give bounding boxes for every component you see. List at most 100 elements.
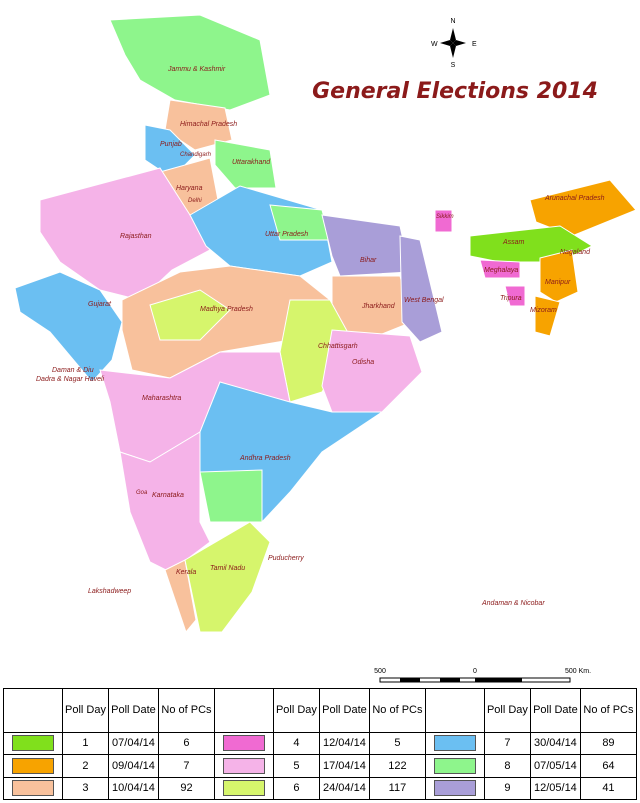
pc-count: 92 [157,776,215,801]
swatch-cell [424,731,485,756]
region [164,99,233,151]
region [214,139,277,189]
color-swatch [433,757,476,774]
state-label: Jharkhand [361,303,396,310]
state-label: Uttar Pradesh [265,231,308,238]
column-header: Poll Day [272,688,320,733]
color-swatch [433,780,476,797]
poll-day: 9 [483,776,531,801]
region [199,469,263,523]
color-swatch [433,735,476,752]
region [149,289,231,341]
state-label: Lakshadweep [88,588,131,595]
pc-count: 89 [579,731,638,756]
pc-count: 117 [368,776,426,801]
state-label: Chandigarh [180,152,212,158]
color-swatch [12,735,54,752]
column-header: Poll Day [62,688,109,733]
poll-day: 7 [483,731,531,756]
region [119,431,211,573]
region [184,521,271,633]
state-label: Andaman & Nicobar [481,600,545,607]
compass-needle [453,40,466,46]
poll-date: 24/04/14 [318,776,370,801]
region [109,14,271,111]
poll-date: 12/04/14 [318,731,370,756]
state-label: Tripura [500,295,522,302]
region [399,235,443,343]
legend-row: 3 10/04/14 92 6 24/04/14 117 9 12/05/14 41 [3,776,638,801]
legend-row: 2 09/04/14 7 5 17/04/14 122 8 07/05/14 64 [3,754,638,778]
state-label: Haryana [176,185,203,192]
compass-label: N [450,18,455,25]
state-label: Nagaland [560,249,591,256]
swatch-cell [424,776,485,801]
poll-day: 6 [272,776,320,801]
scale-bar-segment [475,678,522,682]
region [321,214,411,277]
poll-day: 4 [272,731,320,756]
poll-date: 10/04/14 [107,776,159,801]
swatch-cell [3,731,63,756]
state-label: Sikkim [436,214,454,220]
region [539,559,549,591]
color-swatch [12,780,54,797]
poll-day: 2 [62,754,109,778]
region [504,285,526,307]
compass-needle [450,43,456,58]
pc-count: 7 [157,754,215,778]
region [539,249,579,303]
state-label: Punjab [160,141,182,148]
state-label: Assam [502,239,525,246]
swatch-cell [424,754,485,778]
header-row: Poll Day Poll Date No of PCs Poll Day Poll D… [3,688,638,733]
region [534,295,561,337]
state-label: Andhra Pradesh [239,455,291,462]
poll-day: 8 [483,754,531,778]
scale-label: 500 Km. [565,668,591,675]
compass: N S E W [431,18,477,69]
state-label: Rajasthan [120,233,152,240]
state-label: Gujarat [88,301,112,308]
scale-bar-segment [440,678,460,682]
pc-count: 64 [579,754,638,778]
swatch-cell [213,754,274,778]
poll-date: 17/04/14 [318,754,370,778]
compass-label: W [431,41,438,48]
column-header: No of PCs [157,688,215,733]
state-label: Goa [136,490,148,496]
poll-date: 30/04/14 [529,731,581,756]
poll-date: 12/05/14 [529,776,581,801]
swatch-header [424,688,485,733]
state-label: Arunachal Pradesh [544,195,605,202]
color-swatch [222,757,265,774]
poll-day: 3 [62,776,109,801]
color-swatch [222,735,265,752]
state-label: Tamil Nadu [210,565,245,572]
state-label: West Bengal [404,297,444,304]
legend-row: 1 07/04/14 6 4 12/04/14 5 7 30/04/14 89 [3,731,638,756]
state-label: Jammu & Kashmir [167,66,226,73]
scale-bar-segment [400,678,420,682]
regions [14,14,637,651]
pc-count: 5 [368,731,426,756]
compass-needle [440,40,453,46]
region [529,519,539,547]
poll-date: 07/04/14 [107,731,159,756]
pc-count: 122 [368,754,426,778]
state-label: Kerala [176,569,196,576]
state-label: Odisha [352,359,374,366]
state-label: Karnataka [152,492,184,499]
state-label: Madhya Pradesh [200,306,253,313]
scale-bar: 500 0 500 Km. [374,668,591,683]
compass-label: S [451,62,456,69]
legend-table: Poll Day Poll Date No of PCs Poll Day Poll D… [3,688,638,801]
color-swatch [222,780,265,797]
swatch-cell [3,754,63,778]
color-swatch [12,757,54,774]
scale-label: 0 [473,668,477,675]
poll-date: 09/04/14 [107,754,159,778]
column-header: Poll Date [529,688,581,733]
compass-needle [450,28,456,43]
